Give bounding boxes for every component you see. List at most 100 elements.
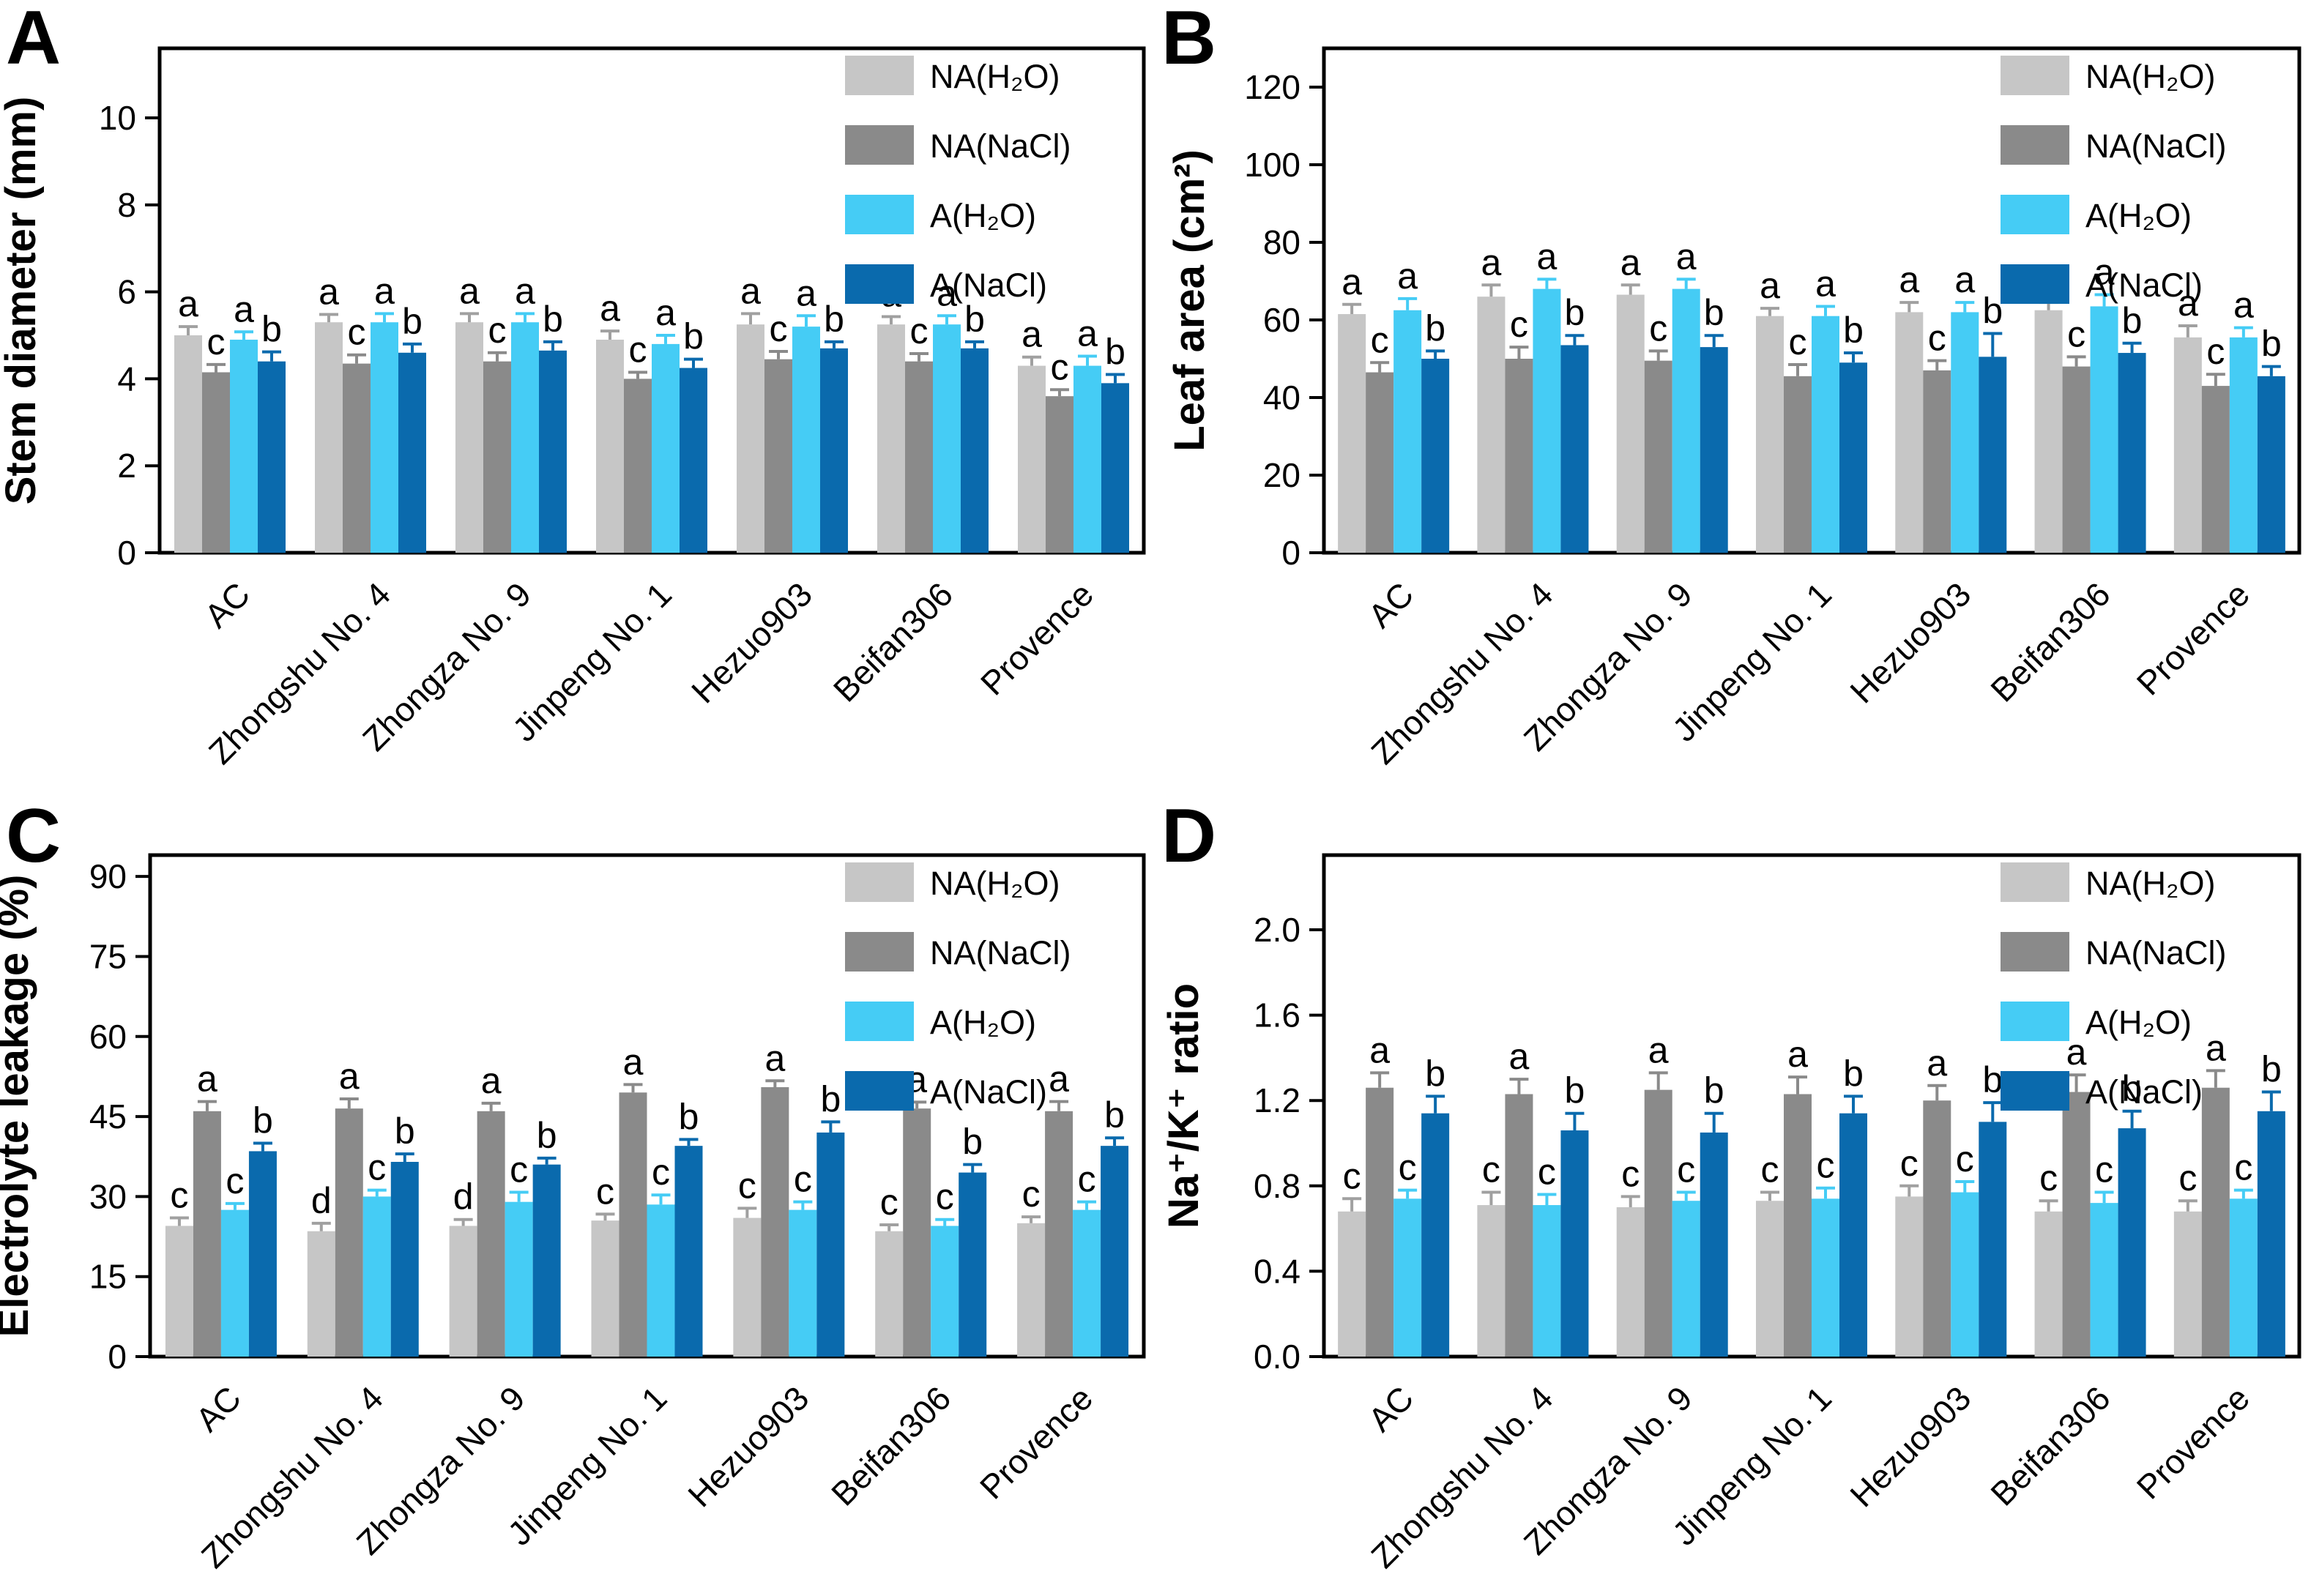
panel-c-electrolyte-leakage: 0 15 30 45 60 75 90 Electrolyte leakage (%) c a c b…: [0, 798, 1156, 1596]
y-tick-label: 1.2: [1254, 1081, 1300, 1119]
significance-letter: a: [1927, 1043, 1947, 1084]
bar: [1073, 365, 1101, 553]
significance-letter: c: [1482, 1149, 1500, 1190]
bar: [2034, 310, 2063, 553]
y-tick-label: 20: [1263, 456, 1300, 494]
significance-letter: c: [2234, 1147, 2252, 1188]
significance-letter: c: [2095, 1149, 2113, 1190]
bar: [511, 322, 539, 553]
bar: [2201, 386, 2230, 553]
bar: [1421, 1113, 1450, 1357]
significance-letter: b: [1425, 1053, 1445, 1094]
bar: [1923, 1100, 1951, 1357]
bar: [1046, 396, 1073, 553]
significance-letter: a: [2178, 283, 2198, 324]
significance-letter: b: [962, 1122, 983, 1163]
significance-letter: a: [796, 272, 816, 313]
legend-label: NA(H₂O): [930, 865, 1060, 902]
legend-label: A(NaCl): [2085, 266, 2203, 304]
bar: [2201, 1087, 2230, 1357]
significance-letter: d: [311, 1180, 332, 1221]
bar: [647, 1204, 675, 1357]
significance-letter: b: [1704, 292, 1724, 333]
bar: [2173, 1211, 2202, 1357]
significance-letter: c: [348, 312, 366, 353]
bar: [539, 350, 567, 553]
bar: [1073, 1209, 1101, 1357]
legend-label: A(H₂O): [930, 1004, 1036, 1041]
significance-letter: a: [600, 288, 620, 329]
bar: [933, 324, 961, 553]
bar: [315, 322, 343, 553]
legend-swatch: [845, 1002, 914, 1041]
significance-letter: a: [623, 1041, 644, 1082]
bar: [193, 1111, 221, 1357]
significance-letter: b: [543, 299, 563, 340]
significance-letter: a: [1760, 265, 1780, 306]
bar: [905, 361, 933, 553]
significance-letter: c: [1649, 307, 1667, 348]
significance-letter: c: [1078, 1159, 1096, 1200]
legend-swatch: [2001, 125, 2069, 165]
significance-letter: a: [1397, 256, 1418, 297]
significance-letter: c: [368, 1147, 386, 1188]
legend-label: A(H₂O): [930, 197, 1036, 234]
bar: [761, 1086, 789, 1357]
bar: [1616, 294, 1645, 553]
y-axis-title: Electrolyte leakage (%): [0, 875, 37, 1338]
bar: [1560, 345, 1589, 553]
significance-letter: b: [683, 316, 704, 357]
bar: [1505, 359, 1533, 553]
bar: [792, 327, 820, 553]
bar: [1644, 360, 1672, 553]
bar: [652, 343, 680, 553]
significance-letter: c: [910, 310, 929, 351]
y-tick-label: 10: [99, 99, 136, 137]
significance-letter: a: [655, 292, 676, 333]
bar: [2034, 1211, 2063, 1357]
bar: [903, 1108, 931, 1357]
bar: [2229, 337, 2258, 553]
bar: [1477, 297, 1506, 553]
bar: [1366, 372, 1394, 553]
panel-a-stem-diameter: 0 2 4 6 8 10 Stem diameter (mm) a c a b AC a c a b Zhong…: [0, 0, 1156, 798]
x-category-label: Beifan306: [824, 1379, 958, 1513]
bar: [1101, 1146, 1129, 1357]
x-category-label: Provence: [973, 575, 1101, 702]
legend-label: NA(H₂O): [2085, 58, 2215, 95]
significance-letter: c: [1789, 321, 1807, 362]
bar: [1644, 1089, 1672, 1357]
y-tick-label: 15: [89, 1258, 127, 1296]
y-tick-label: 2: [117, 447, 136, 485]
y-tick-label: 80: [1263, 223, 1300, 261]
significance-letter: b: [679, 1096, 699, 1137]
bar: [596, 339, 624, 553]
y-tick-label: 60: [1263, 301, 1300, 339]
significance-letter: c: [794, 1159, 812, 1200]
bar: [1017, 1223, 1046, 1357]
significance-letter: c: [1343, 1155, 1361, 1196]
legend-swatch: [845, 264, 914, 304]
bar: [362, 1196, 391, 1357]
significance-letter: b: [395, 1111, 415, 1152]
bar: [2090, 306, 2118, 553]
significance-letter: b: [1843, 1053, 1864, 1094]
significance-letter: a: [740, 270, 761, 311]
significance-letter: b: [1565, 292, 1585, 333]
significance-letter: b: [2261, 324, 2282, 365]
bar: [1951, 312, 1979, 553]
significance-letter: a: [1341, 261, 1362, 302]
significance-letter: a: [319, 272, 339, 313]
bar: [959, 1172, 987, 1357]
legend-swatch: [845, 862, 914, 902]
bar: [1979, 1122, 2007, 1357]
significance-letter: b: [1704, 1070, 1724, 1111]
bar: [1700, 347, 1728, 553]
x-category-label: Provence: [2129, 1379, 2257, 1506]
significance-letter: c: [770, 308, 788, 349]
significance-letter: c: [207, 321, 226, 362]
significance-letter: b: [824, 299, 844, 340]
significance-letter: c: [2067, 313, 2085, 354]
significance-letter: b: [402, 301, 423, 342]
